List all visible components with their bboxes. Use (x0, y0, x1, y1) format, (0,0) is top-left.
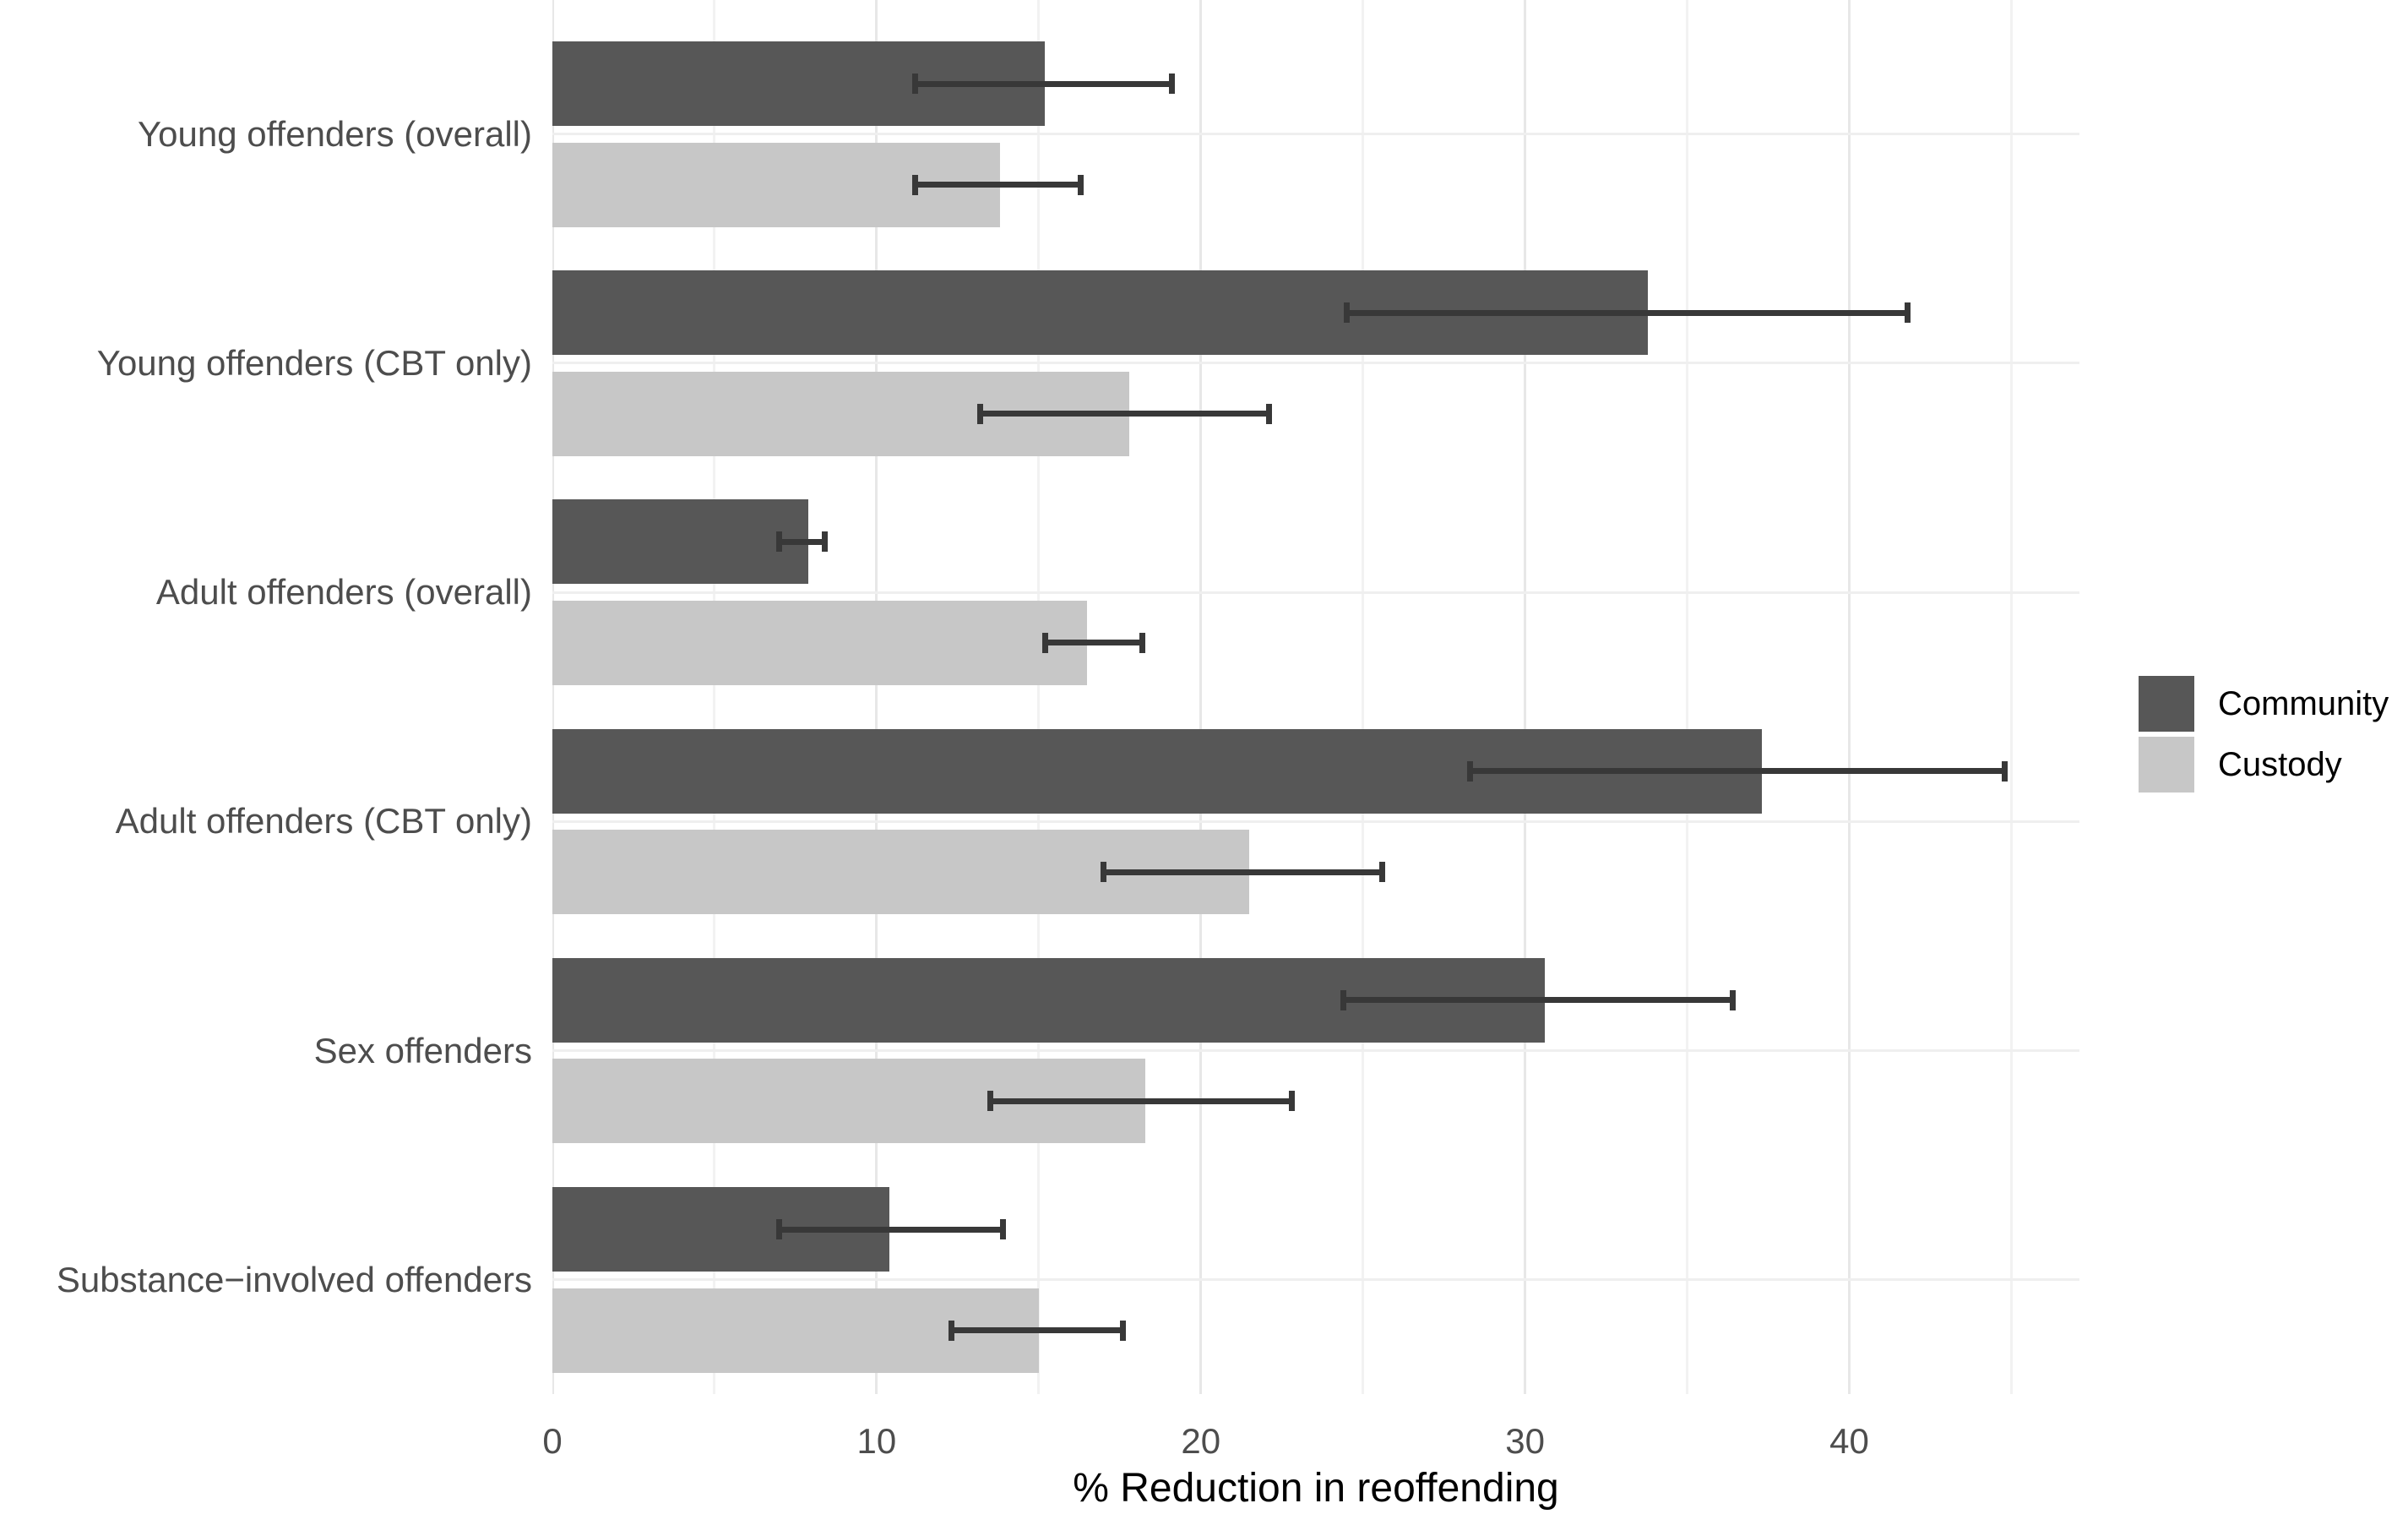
error-bar-line-community-3 (1470, 768, 2005, 775)
error-bar-line-community-4 (1343, 997, 1733, 1004)
error-bar-cap-low-custody-0 (912, 174, 919, 195)
error-bar-line-community-5 (779, 1226, 1003, 1233)
y-axis-label-2: Adult offenders (overall) (155, 572, 532, 613)
gridline-category (552, 1049, 2079, 1053)
error-bar-line-community-1 (1346, 309, 1908, 316)
legend-row-community: Community (2139, 676, 2408, 732)
x-axis-title: % Reduction in reoffending (1073, 1466, 1559, 1511)
error-bar-cap-low-custody-4 (987, 1091, 993, 1112)
error-bar-cap-high-community-1 (1905, 302, 1911, 324)
error-bar-line-custody-0 (915, 182, 1081, 188)
error-bar-line-community-2 (779, 538, 825, 545)
error-bar-cap-low-community-2 (776, 531, 783, 553)
legend-key-custody (2139, 737, 2194, 792)
error-bar-line-custody-2 (1045, 640, 1143, 646)
y-axis-label-5: Substance−involved offenders (56, 1259, 532, 1299)
gridline-category (552, 362, 2079, 365)
error-bar-line-custody-1 (980, 411, 1269, 417)
error-bar-cap-low-custody-3 (1101, 862, 1107, 883)
error-bar-cap-high-community-3 (2002, 760, 2008, 782)
gridline-minor-vertical-15 (1037, 0, 1041, 1394)
error-bar-cap-high-community-2 (821, 531, 828, 553)
error-bar-cap-high-custody-2 (1139, 632, 1146, 653)
error-bar-line-custody-5 (951, 1327, 1123, 1333)
y-axis-label-3: Adult offenders (CBT only) (115, 801, 532, 841)
gridline-major-vertical-20 (1199, 0, 1203, 1394)
error-bar-line-custody-4 (990, 1097, 1292, 1104)
error-bar-cap-low-community-4 (1340, 989, 1347, 1010)
gridline-major-vertical-40 (1847, 0, 1851, 1394)
error-bar-line-community-0 (915, 80, 1172, 87)
error-bar-cap-low-custody-2 (1041, 632, 1048, 653)
x-tick-label-20: 20 (1181, 1421, 1221, 1461)
error-bar-cap-high-custody-1 (1265, 403, 1272, 424)
gridline-category (552, 820, 2079, 823)
y-axis-label-1: Young offenders (CBT only) (96, 342, 532, 383)
error-bar-cap-high-community-0 (1168, 74, 1175, 94)
legend-label-community: Community (2218, 685, 2389, 722)
error-bar-cap-high-community-5 (1000, 1219, 1007, 1239)
error-bar-line-custody-3 (1103, 869, 1383, 875)
gridline-major-vertical-0 (552, 0, 554, 1394)
error-bar-cap-high-custody-4 (1288, 1091, 1295, 1112)
error-bar-cap-high-custody-0 (1078, 174, 1084, 195)
gridline-major-vertical-10 (875, 0, 878, 1394)
gridline-major-vertical-30 (1524, 0, 1527, 1394)
x-tick-label-10: 10 (856, 1421, 897, 1461)
legend-label-custody: Custody (2218, 746, 2342, 783)
error-bar-cap-low-custody-5 (948, 1320, 954, 1341)
error-bar-cap-low-custody-1 (977, 403, 984, 424)
gridline-minor-vertical-35 (1686, 0, 1689, 1394)
x-tick-label-30: 30 (1505, 1421, 1545, 1461)
gridline-minor-vertical-5 (713, 0, 716, 1394)
plot-panel (552, 0, 2079, 1394)
legend-key-community (2139, 676, 2194, 732)
error-bar-cap-high-custody-5 (1120, 1320, 1127, 1341)
gridline-minor-vertical-45 (2009, 0, 2013, 1394)
error-bar-cap-high-custody-3 (1379, 862, 1386, 883)
bar-community-2 (552, 499, 809, 585)
legend-row-custody: Custody (2139, 737, 2408, 792)
error-bar-cap-high-community-4 (1729, 989, 1736, 1010)
y-axis-label-4: Sex offenders (313, 1030, 532, 1070)
gridline-category (552, 133, 2079, 136)
x-tick-label-0: 0 (542, 1421, 563, 1461)
bar-custody-2 (552, 600, 1088, 685)
error-bar-cap-low-community-5 (776, 1219, 783, 1239)
error-bar-cap-low-community-0 (912, 74, 919, 94)
error-bar-cap-low-community-3 (1466, 760, 1473, 782)
gridline-category (552, 1278, 2079, 1282)
error-bar-cap-low-community-1 (1343, 302, 1350, 324)
gridline-category (552, 591, 2079, 594)
x-tick-label-40: 40 (1829, 1421, 1869, 1461)
gridline-minor-vertical-25 (1362, 0, 1365, 1394)
y-axis-label-0: Young offenders (overall) (138, 113, 532, 154)
